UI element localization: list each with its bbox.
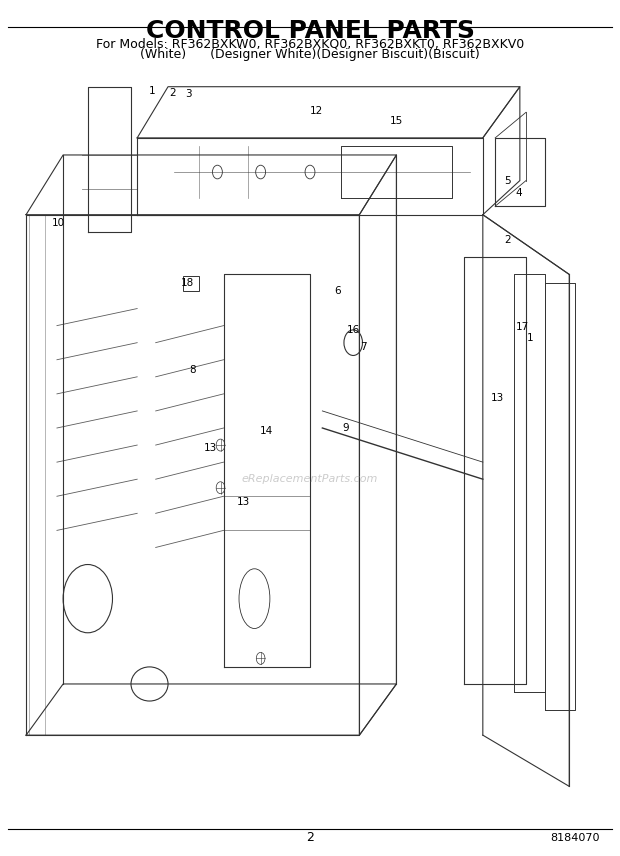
Text: 17: 17 [516, 323, 529, 332]
Text: 10: 10 [51, 218, 64, 229]
Text: 13: 13 [203, 443, 216, 453]
Bar [184, 276, 199, 292]
Text: eReplacementParts.com: eReplacementParts.com [242, 474, 378, 484]
Text: 15: 15 [390, 116, 403, 126]
Text: 5: 5 [504, 175, 511, 186]
Text: 4: 4 [515, 188, 522, 199]
Text: 8184070: 8184070 [551, 833, 600, 842]
Text: 1: 1 [149, 86, 156, 96]
Text: For Models: RF362BXKW0, RF362BXKQ0, RF362BXKT0, RF362BXKV0: For Models: RF362BXKW0, RF362BXKQ0, RF36… [96, 38, 524, 51]
Text: 16: 16 [347, 325, 360, 335]
Text: 9: 9 [342, 423, 349, 433]
Text: 2: 2 [170, 87, 176, 98]
Text: 3: 3 [185, 88, 192, 98]
Text: 1: 1 [526, 333, 533, 343]
Text: 2: 2 [306, 831, 314, 844]
Text: 7: 7 [360, 342, 367, 352]
Text: 6: 6 [334, 287, 341, 296]
Text: 14: 14 [260, 426, 273, 437]
Text: 18: 18 [181, 278, 195, 288]
Text: CONTROL PANEL PARTS: CONTROL PANEL PARTS [146, 19, 474, 44]
Text: 12: 12 [309, 105, 323, 116]
Text: 2: 2 [504, 235, 511, 246]
Text: (White)      (Designer White)(Designer Biscuit)(Biscuit): (White) (Designer White)(Designer Biscui… [140, 48, 480, 61]
Text: 8: 8 [190, 365, 196, 375]
Text: 13: 13 [490, 393, 503, 403]
Text: 13: 13 [237, 497, 250, 508]
